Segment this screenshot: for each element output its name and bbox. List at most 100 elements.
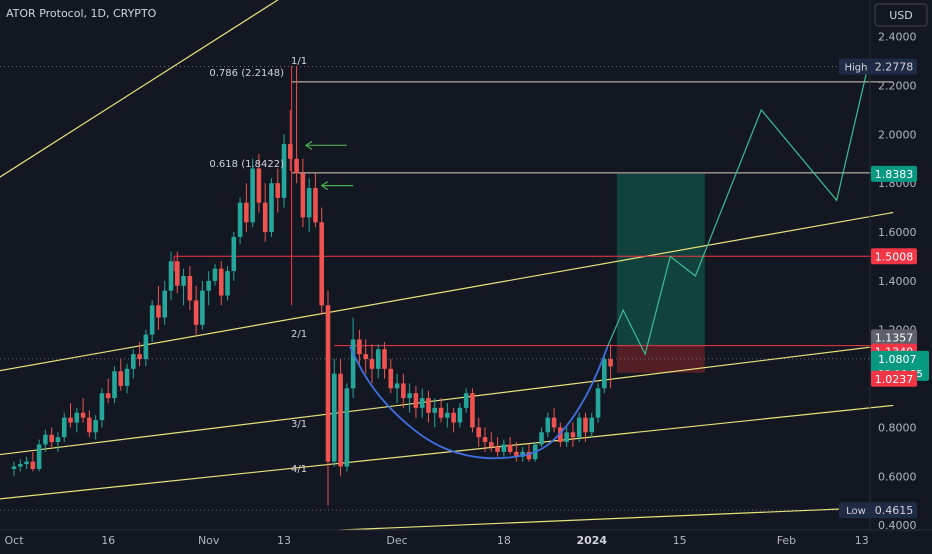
channel-line[interactable] — [0, 211, 894, 373]
candle[interactable] — [288, 109, 293, 171]
candle[interactable] — [432, 398, 438, 428]
candle[interactable] — [445, 402, 450, 428]
candle[interactable] — [514, 442, 519, 462]
candle[interactable] — [43, 429, 48, 452]
candle[interactable] — [124, 363, 130, 394]
candle[interactable] — [306, 178, 312, 233]
candle[interactable] — [30, 451, 36, 472]
candle[interactable] — [608, 344, 613, 389]
candle[interactable] — [331, 359, 337, 467]
candle[interactable] — [583, 412, 588, 443]
candle[interactable] — [602, 354, 607, 394]
candle[interactable] — [156, 285, 161, 330]
candle[interactable] — [93, 415, 98, 440]
candle[interactable] — [250, 158, 255, 228]
projection-path[interactable] — [606, 65, 869, 356]
candle[interactable] — [325, 290, 331, 506]
candle[interactable] — [419, 388, 425, 418]
candle[interactable] — [413, 385, 419, 418]
candle[interactable] — [131, 349, 136, 379]
candle[interactable] — [87, 410, 92, 438]
candle[interactable] — [357, 329, 362, 364]
cup-curve[interactable] — [349, 346, 609, 460]
candle[interactable] — [545, 412, 551, 438]
candle[interactable] — [470, 388, 475, 433]
candle[interactable] — [551, 407, 557, 433]
candle[interactable] — [482, 427, 488, 452]
time-axis[interactable]: Oct 16 Nov 13 Dec 18 2024 15 Feb 13 — [4, 534, 868, 547]
candle[interactable] — [463, 388, 469, 413]
candle[interactable] — [407, 383, 412, 413]
candle[interactable] — [501, 439, 507, 457]
candle[interactable] — [206, 271, 211, 306]
channel-line[interactable] — [0, 343, 894, 456]
candle[interactable] — [451, 407, 456, 433]
candle[interactable] — [363, 339, 368, 374]
candle[interactable] — [17, 459, 23, 472]
candle[interactable] — [570, 422, 576, 447]
candle[interactable] — [275, 168, 281, 213]
candle[interactable] — [520, 446, 525, 462]
candle[interactable] — [225, 266, 230, 301]
candle[interactable] — [143, 329, 149, 367]
candle[interactable] — [401, 373, 406, 408]
candle[interactable] — [244, 183, 249, 233]
candle[interactable] — [68, 402, 73, 428]
candle[interactable] — [558, 422, 563, 447]
candle[interactable] — [168, 251, 174, 301]
candle[interactable] — [369, 344, 375, 384]
candle[interactable] — [112, 366, 117, 403]
candle[interactable] — [382, 341, 387, 379]
candle[interactable] — [149, 300, 155, 342]
candle[interactable] — [137, 341, 142, 367]
candle[interactable] — [74, 407, 80, 433]
annotation-arrow[interactable] — [304, 140, 347, 150]
candle[interactable] — [256, 153, 262, 213]
candle[interactable] — [488, 432, 494, 452]
candle[interactable] — [49, 427, 54, 447]
candle[interactable] — [388, 359, 394, 394]
candle[interactable] — [457, 402, 463, 428]
candle[interactable] — [507, 437, 513, 455]
candle[interactable] — [24, 456, 29, 469]
candle[interactable] — [350, 317, 356, 399]
candle[interactable] — [193, 285, 199, 335]
take-profit-zone[interactable] — [616, 173, 705, 346]
candle[interactable] — [269, 178, 274, 237]
candle[interactable] — [181, 268, 186, 306]
candle[interactable] — [55, 432, 61, 452]
currency-label[interactable]: USD — [889, 9, 913, 22]
candle[interactable] — [564, 427, 569, 447]
candle[interactable] — [262, 183, 268, 242]
candle[interactable] — [61, 412, 67, 443]
candle[interactable] — [595, 383, 601, 423]
candle[interactable] — [231, 232, 237, 281]
candle[interactable] — [375, 344, 381, 379]
candle[interactable] — [394, 373, 400, 403]
candle[interactable] — [338, 359, 343, 477]
candle[interactable] — [200, 280, 205, 330]
candle[interactable] — [174, 251, 180, 294]
candle[interactable] — [344, 383, 350, 472]
candle[interactable] — [438, 398, 444, 423]
candle[interactable] — [80, 398, 86, 423]
candle[interactable] — [162, 280, 168, 325]
candle[interactable] — [105, 378, 111, 403]
currency-button[interactable]: USD — [874, 3, 928, 27]
candle[interactable] — [99, 388, 105, 428]
candle[interactable] — [294, 65, 299, 184]
candle[interactable] — [319, 207, 325, 316]
candle[interactable] — [187, 266, 193, 311]
candle[interactable] — [300, 158, 306, 228]
currency-button-frame[interactable] — [874, 3, 928, 27]
candle[interactable] — [218, 261, 224, 306]
candle[interactable] — [281, 134, 287, 208]
candle[interactable] — [237, 197, 243, 245]
candle[interactable] — [36, 439, 42, 472]
annotation-arrow[interactable] — [320, 181, 354, 191]
candle[interactable] — [589, 412, 595, 438]
channel-line[interactable] — [340, 506, 894, 531]
candle[interactable] — [539, 427, 544, 447]
